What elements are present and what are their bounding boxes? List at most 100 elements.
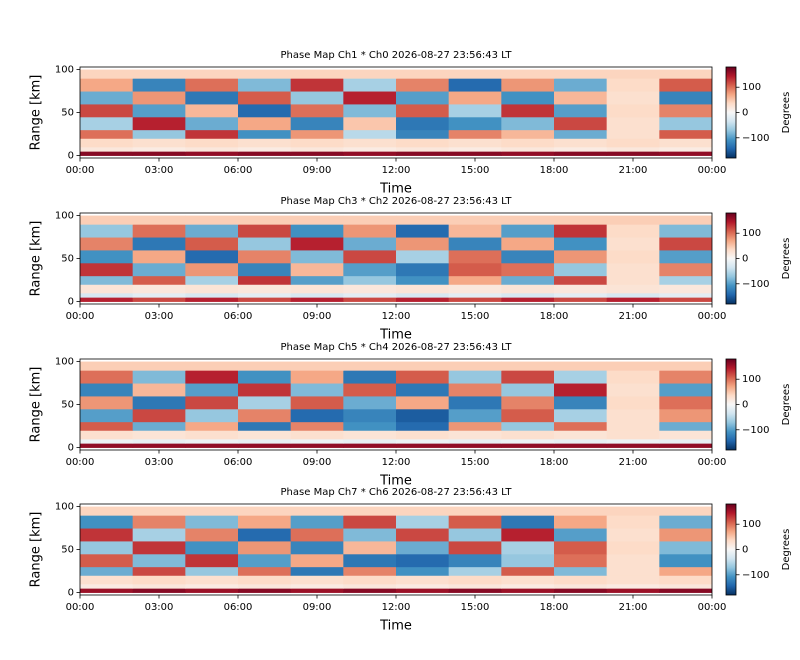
heatmap-cell	[606, 528, 660, 542]
heatmap-cell	[132, 275, 186, 285]
heatmap-cell	[238, 421, 292, 431]
heatmap-cell	[659, 361, 712, 371]
heatmap-cell	[448, 275, 502, 285]
heatmap-cell	[185, 361, 239, 371]
heatmap-cell	[238, 297, 292, 302]
heatmap-cell	[606, 78, 660, 92]
heatmap-cell	[290, 528, 344, 542]
x-tick-label: 06:00	[224, 311, 253, 322]
heatmap-cell	[132, 116, 186, 131]
heatmap-cell	[659, 575, 712, 585]
heatmap-cell	[80, 129, 134, 139]
x-tick-label: 12:00	[382, 311, 411, 322]
heatmap-cell	[501, 224, 555, 238]
heatmap-cell	[554, 583, 608, 589]
heatmap-cell	[659, 116, 712, 131]
heatmap-cell	[343, 540, 397, 555]
heatmap-cell	[448, 151, 502, 156]
x-tick-label: 12:00	[382, 457, 411, 468]
heatmap-cell	[554, 528, 608, 542]
heatmap-cell	[659, 421, 712, 431]
heatmap-cell	[606, 284, 660, 294]
heatmap-cell	[80, 78, 134, 92]
x-tick-label: 03:00	[145, 602, 174, 613]
heatmap-cell	[80, 116, 134, 131]
heatmap-cell	[659, 249, 712, 264]
heatmap-cell	[80, 275, 134, 285]
heatmap-cell	[606, 438, 660, 444]
heatmap-cell	[554, 370, 608, 384]
heatmap-cell	[501, 430, 555, 440]
heatmap-cell	[290, 553, 344, 568]
heatmap-cell	[80, 438, 134, 444]
heatmap	[80, 506, 712, 593]
heatmap-cell	[396, 237, 450, 251]
x-axis-label: Time	[379, 328, 412, 343]
heatmap-cell	[343, 275, 397, 285]
heatmap-cell	[238, 78, 292, 92]
heatmap-cell	[554, 69, 608, 79]
heatmap-cell	[501, 275, 555, 285]
heatmap-cell	[448, 116, 502, 131]
heatmap-cell	[290, 361, 344, 371]
heatmap-cell	[659, 138, 712, 148]
colorbar-label: Degrees	[781, 384, 792, 426]
heatmap-cell	[659, 566, 712, 576]
chart-title: Phase Map Ch7 * Ch6 2026-08-27 23:56:43 …	[281, 487, 513, 498]
heatmap-cell	[554, 588, 608, 593]
heatmap-cell	[343, 91, 397, 105]
heatmap-cell	[448, 361, 502, 371]
heatmap-cell	[606, 103, 660, 118]
heatmap-cell	[396, 421, 450, 431]
heatmap-cell	[554, 129, 608, 139]
heatmap-cell	[501, 69, 555, 79]
x-tick-label: 09:00	[303, 602, 332, 613]
heatmap-cell	[238, 540, 292, 555]
heatmap	[80, 215, 712, 302]
heatmap-cell	[448, 575, 502, 585]
heatmap-cell	[396, 443, 450, 448]
heatmap-cell	[554, 430, 608, 440]
heatmap-cell	[185, 151, 239, 156]
heatmap-cell	[554, 284, 608, 294]
heatmap-cell	[185, 91, 239, 105]
heatmap-cell	[80, 421, 134, 431]
heatmap-cell	[238, 224, 292, 238]
y-tick-label: 0	[68, 442, 74, 453]
heatmap-cell	[290, 566, 344, 576]
heatmap-cell	[132, 292, 186, 298]
heatmap-cell	[238, 383, 292, 397]
heatmap-cell	[238, 129, 292, 139]
heatmap-cell	[238, 566, 292, 576]
heatmap-cell	[290, 297, 344, 302]
heatmap-cell	[606, 408, 660, 423]
heatmap-cell	[606, 69, 660, 79]
heatmap-cell	[501, 103, 555, 118]
heatmap-cell	[448, 506, 502, 516]
heatmap-cell	[132, 103, 186, 118]
heatmap-cell	[659, 438, 712, 444]
heatmap-cell	[501, 151, 555, 156]
heatmap-cell	[132, 430, 186, 440]
heatmap-cell	[343, 370, 397, 384]
x-tick-label: 21:00	[619, 457, 648, 468]
heatmap-cell	[554, 103, 608, 118]
heatmap-cell	[185, 566, 239, 576]
heatmap-cell	[132, 588, 186, 593]
heatmap-cell	[606, 506, 660, 516]
heatmap-cell	[396, 138, 450, 148]
heatmap-cell	[238, 215, 292, 225]
heatmap-cell	[132, 284, 186, 294]
heatmap-cell	[659, 262, 712, 277]
heatmap-cell	[659, 370, 712, 384]
heatmap-cell	[290, 438, 344, 444]
heatmap-cell	[185, 249, 239, 264]
heatmap-cell	[554, 540, 608, 555]
heatmap-cell	[290, 284, 344, 294]
heatmap-cell	[659, 383, 712, 397]
heatmap-cell	[606, 540, 660, 555]
heatmap-cell	[343, 284, 397, 294]
heatmap-cell	[659, 224, 712, 238]
heatmap-cell	[185, 588, 239, 593]
